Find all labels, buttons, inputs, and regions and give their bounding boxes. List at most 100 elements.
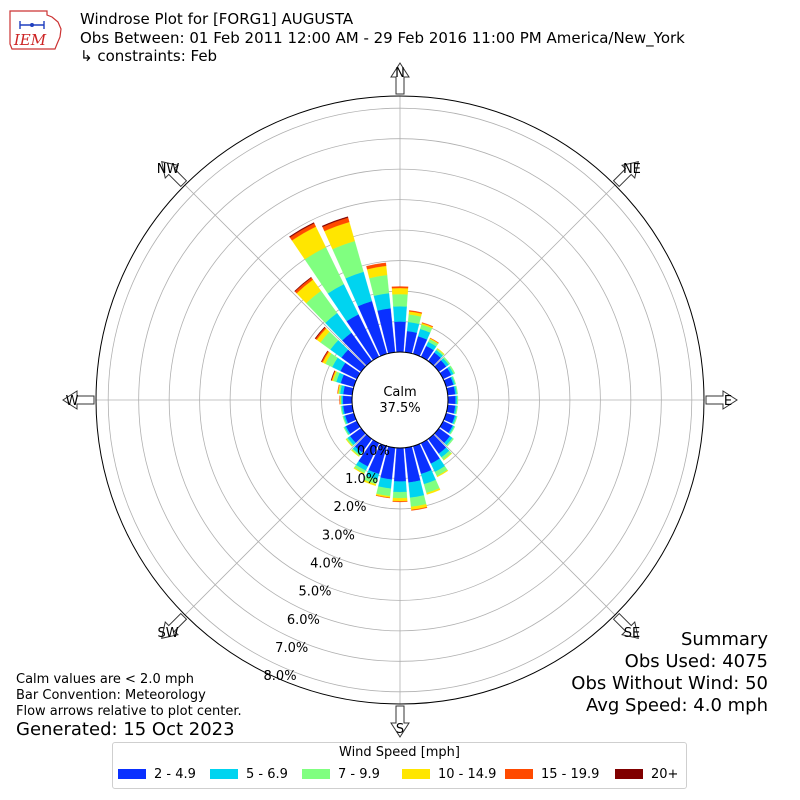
legend-item: 7 - 9.9 [302,767,380,783]
wind-bar-segment [408,310,423,314]
axis-labels: N NE E SE S SW W NW 0.0% 1.0% 2.0% 3.0% 4.0% 5.0% 6.0%… [66,66,733,737]
legend-swatch [402,769,430,779]
flow-arrows [62,62,738,738]
wind-bar-segment [429,337,439,344]
flow-arrow-icon [390,62,410,95]
wind-bar-segment [375,495,391,499]
wind-bar-segment [369,274,390,296]
calm-disc [351,351,449,449]
wind-bar-segment [436,348,445,355]
summary-title: Summary [681,629,768,650]
wind-bar-segment [449,426,456,435]
flow-arrow-icon [390,705,410,738]
flow-arrow-icon [161,161,188,188]
legend-label: 15 - 19.9 [541,767,600,782]
wind-bar-segment [391,286,409,289]
flow-arrow-shape [612,612,639,639]
iem-logo: IEM [9,10,62,50]
constraints: ↳ constraints: Feb [80,47,218,65]
wind-bar-segment [392,293,408,307]
direction-label: SE [624,626,640,641]
wind-bar-segment [321,216,349,228]
direction-spokes [96,96,704,704]
wind-bar-segment [455,395,458,405]
wind-bar-segment [393,306,407,322]
wind-bar-segment [343,426,350,436]
wind-bar-segment [366,262,387,270]
flow-arrow-shape [612,161,639,188]
direction-label: E [724,394,732,409]
wind-bar-segment [353,467,365,475]
wind-bar-segment [453,415,458,425]
wind-bar-segment [443,452,453,461]
direction-label: NW [157,162,180,177]
legend-item: 15 - 19.9 [505,767,599,783]
calm-note: Calm values are < 2.0 mph [16,672,195,687]
wind-bar-segment [455,405,458,415]
flow-arrow-icon [612,612,639,639]
radial-tick-label: 3.0% [322,528,355,543]
wind-bar-segment [351,449,360,457]
wind-bar-segment [456,395,459,405]
wind-bar-segment [394,321,406,353]
radial-tick-label: 4.0% [310,557,343,572]
outer-ring [95,95,705,705]
wind-bar-segment [394,447,406,482]
obs-between: Obs Between: 01 Feb 2011 12:00 AM - 29 F… [80,29,685,47]
flow-arrow-shape [62,390,95,410]
radial-tick-label: 0.0% [357,444,390,459]
wind-bar-segment [455,385,458,395]
legend-item: 5 - 6.9 [210,767,288,783]
legend-swatch [302,769,330,779]
legend-item: 2 - 4.9 [118,767,196,783]
wind-bar-segment [342,415,347,425]
legend-label: 20+ [651,767,679,782]
flow-arrow-shape [705,390,738,410]
wind-bar-segment [392,491,408,499]
wind-bar-segment [342,404,354,415]
direction-label: SW [158,626,179,641]
wind-bar-segment [443,356,451,365]
flow-arrow-icon [62,390,95,410]
wind-bar-segment [451,376,457,385]
bar-convention: Bar Convention: Meteorology [16,688,206,703]
direction-label: NE [623,162,641,177]
radial-tick-label: 2.0% [333,500,366,515]
radial-tick-label: 7.0% [275,641,308,656]
spoke-line [184,433,367,616]
direction-label: W [66,394,79,409]
flow-arrow-shape [161,612,188,639]
wind-bar-segment [391,287,409,295]
spoke-line [433,184,616,367]
legend-item: 20+ [615,767,678,783]
legend-label: 7 - 9.9 [338,767,380,782]
flow-arrow-icon [612,161,639,188]
flow-arrow-shape [390,62,410,95]
flow-arrow-icon [161,612,188,639]
wind-bar-segment [446,437,454,447]
wind-bar-segment [345,438,353,447]
wind-bar-segment [341,395,344,405]
wind-bar-segment [294,276,312,292]
wind-bar-segment [411,506,428,511]
wind-bar-segment [408,480,425,498]
legend-item: 10 - 14.9 [402,767,496,783]
wind-bar-segment [447,395,456,405]
summary-avg-speed: Avg Speed: 4.0 mph [586,695,768,716]
wind-bar-segment [342,395,353,405]
radial-tick-label: 6.0% [287,613,320,628]
wind-bar-segment [320,350,328,363]
wind-bar-segment [421,322,434,328]
legend: Wind Speed [mph] 2 - 4.9 5 - 6.9 7 - 9.9… [112,742,687,789]
direction-label: S [396,722,404,737]
legend-swatch [505,769,533,779]
wind-bar-segment [337,384,340,394]
wind-bar-segment [393,481,407,493]
spoke-line [433,433,616,616]
wind-bar-segment [363,479,377,486]
wind-bar-segment [330,370,335,381]
calm-value: 37.5% [379,401,420,416]
radial-tick-label: 8.0% [264,669,297,684]
wind-bar-segment [342,385,354,396]
